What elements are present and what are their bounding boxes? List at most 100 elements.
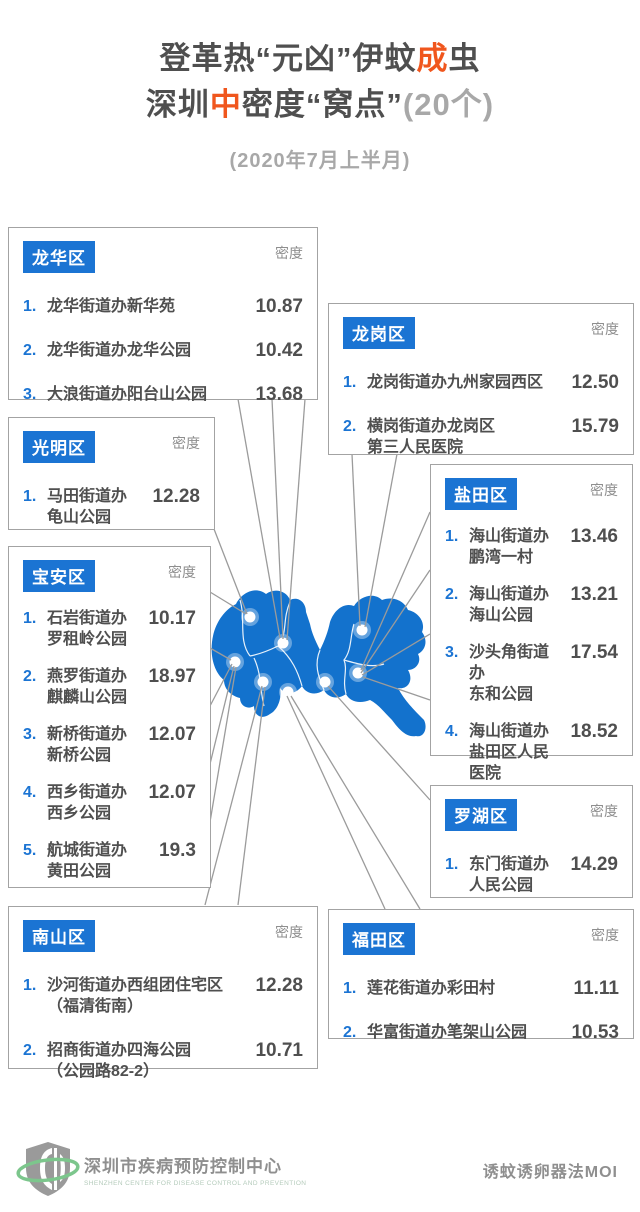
item-name: 海山街道办 鹏湾一村 (469, 528, 550, 566)
density-column-label: 密度 (275, 245, 303, 261)
item-name: 西乡街道办 西乡公园 (47, 784, 128, 822)
marker-guangming (241, 608, 259, 626)
item-number: 3. (23, 726, 37, 743)
district-badge: 罗湖区 (445, 799, 517, 831)
title-count: (20个) (402, 87, 495, 122)
marker-luohu (316, 673, 334, 691)
item-value: 12.07 (148, 724, 196, 745)
list-item: 1. 东门街道办 人民公园 14.29 (445, 854, 618, 896)
item-number: 2. (343, 1024, 357, 1041)
item-number: 1. (445, 856, 459, 873)
item-value: 14.29 (570, 854, 618, 875)
page-title-line2: 深圳中密度“窝点”(20个) (0, 82, 640, 128)
district-box-yantian: 盐田区 密度 1. 海山街道办 鹏湾一村 13.46 2. 海山街道办 海山公园 1… (430, 464, 633, 782)
organization-name-en: SHENZHEN CENTER FOR DISEASE CONTROL AND … (84, 1180, 307, 1187)
item-value: 12.28 (152, 486, 200, 507)
cdc-logo-icon (16, 1142, 80, 1196)
item-name: 莲花街道办彩田村 (367, 980, 496, 997)
district-borders (239, 599, 385, 707)
list-item: 1. 龙华街道办新华苑 10.87 (23, 296, 303, 317)
item-value: 12.28 (255, 975, 303, 996)
list-item: 2. 招商街道办四海公园 （公园路82-2） 10.71 (23, 1040, 303, 1082)
item-value: 18.52 (570, 721, 618, 742)
item-value: 11.11 (573, 978, 619, 999)
title-accent-cheng: 成 (416, 41, 449, 76)
title-block: 登革热“元凶”伊蚊成虫 深圳中密度“窝点”(20个) (2020年7月上半月) (0, 36, 640, 173)
item-number: 5. (23, 842, 37, 859)
organization-name-cn: 深圳市疾病预防控制中心 (84, 1157, 282, 1176)
item-name: 石岩街道办 罗租岭公园 (47, 610, 128, 648)
density-column-label: 密度 (275, 924, 303, 940)
item-name: 马田街道办 龟山公园 (47, 488, 128, 526)
list-item: 3. 大浪街道办阳台山公园 13.68 (23, 384, 303, 405)
list-item: 1. 海山街道办 鹏湾一村 13.46 (445, 526, 618, 568)
item-name: 沙河街道办西组团住宅区 （福清街南） (47, 977, 224, 1015)
list-item: 3. 沙头角街道办 东和公园 17.54 (445, 642, 618, 705)
item-number: 3. (23, 386, 37, 403)
item-number: 1. (23, 488, 37, 505)
item-number: 2. (343, 418, 357, 435)
item-value: 10.17 (148, 608, 196, 629)
item-name: 沙头角街道办 东和公园 (469, 644, 550, 703)
district-box-futian: 福田区 密度 1. 莲花街道办彩田村 11.11 2. 华富街道办笔架山公园 1… (328, 909, 634, 1043)
district-badge: 龙华区 (23, 241, 95, 273)
list-item: 2. 华富街道办笔架山公园 10.53 (343, 1022, 619, 1043)
density-column-label: 密度 (591, 321, 619, 337)
footer: 深圳市疾病预防控制中心 SHENZHEN CENTER FOR DISEASE … (0, 1130, 640, 1212)
item-number: 1. (343, 980, 357, 997)
district-box-guangming: 光明区 密度 1. 马田街道办 龟山公园 12.28 (8, 417, 215, 530)
item-number: 2. (23, 342, 37, 359)
item-value: 17.54 (570, 642, 618, 663)
list-item: 5. 航城街道办 黄田公园 19.3 (23, 840, 196, 882)
item-number: 1. (23, 977, 37, 994)
item-number: 1. (343, 374, 357, 391)
district-box-longhua: 龙华区 密度 1. 龙华街道办新华苑 10.87 2. 龙华街道办龙华公园 10… (8, 227, 318, 405)
district-badge: 南山区 (23, 920, 95, 952)
shenzhen-map-shape (211, 590, 426, 737)
district-badge: 福田区 (343, 923, 415, 955)
list-item: 2. 横岗街道办龙岗区 第三人民医院 15.79 (343, 416, 619, 458)
district-box-luohu: 罗湖区 密度 1. 东门街道办 人民公园 14.29 (430, 785, 633, 898)
method-label: 诱蚊诱卵器法MOI (482, 1164, 618, 1181)
title-part: 登革热“元凶”伊蚊 (159, 41, 417, 76)
item-number: 2. (23, 668, 37, 685)
list-item: 3. 新桥街道办 新桥公园 12.07 (23, 724, 196, 766)
district-box-nanshan: 南山区 密度 1. 沙河街道办西组团住宅区 （福清街南） 12.28 2. 招商街… (8, 906, 318, 1080)
item-value: 13.46 (570, 526, 618, 547)
item-number: 2. (445, 586, 459, 603)
item-name: 燕罗街道办 麒麟山公园 (47, 668, 128, 706)
title-accent-zhong: 中 (209, 87, 242, 122)
shenzhen-map (211, 590, 426, 737)
density-column-label: 密度 (172, 435, 200, 451)
list-item: 2. 龙华街道办龙华公园 10.42 (23, 340, 303, 361)
title-part: 深圳 (145, 87, 210, 122)
item-name: 龙岗街道办九州家园西区 (367, 374, 544, 391)
item-value: 18.97 (148, 666, 196, 687)
item-name: 龙华街道办龙华公园 (47, 342, 192, 359)
item-value: 10.42 (255, 340, 303, 361)
organization-block: 深圳市疾病预防控制中心 SHENZHEN CENTER FOR DISEASE … (84, 1152, 306, 1187)
list-item: 2. 海山街道办 海山公园 13.21 (445, 584, 618, 626)
list-item: 1. 莲花街道办彩田村 11.11 (343, 978, 619, 999)
item-value: 10.53 (571, 1022, 619, 1043)
district-badge: 龙岗区 (343, 317, 415, 349)
marker-nanshan (254, 673, 272, 691)
marker-futian (279, 683, 297, 701)
district-box-longgang: 龙岗区 密度 1. 龙岗街道办九州家园西区 12.50 2. 横岗街道办龙岗区第… (328, 303, 634, 458)
item-value: 12.07 (148, 782, 196, 803)
item-name: 龙华街道办新华苑 (47, 298, 176, 315)
item-number: 1. (445, 528, 459, 545)
item-value: 13.68 (255, 384, 303, 405)
item-name: 大浪街道办阳台山公园 (47, 386, 208, 403)
list-item: 1. 石岩街道办 罗租岭公园 10.17 (23, 608, 196, 650)
title-part: 密度“窝点” (241, 87, 403, 122)
item-name: 海山街道办 海山公园 (469, 586, 550, 624)
density-column-label: 密度 (591, 927, 619, 943)
item-value: 10.87 (255, 296, 303, 317)
district-markers (226, 608, 371, 701)
item-number: 1. (23, 610, 37, 627)
list-item: 1. 龙岗街道办九州家园西区 12.50 (343, 372, 619, 393)
item-name: 华富街道办笔架山公园 (367, 1024, 528, 1041)
list-item: 4. 海山街道办 盐田区人民医院 18.52 (445, 721, 618, 784)
item-name: 航城街道办 黄田公园 (47, 842, 128, 880)
